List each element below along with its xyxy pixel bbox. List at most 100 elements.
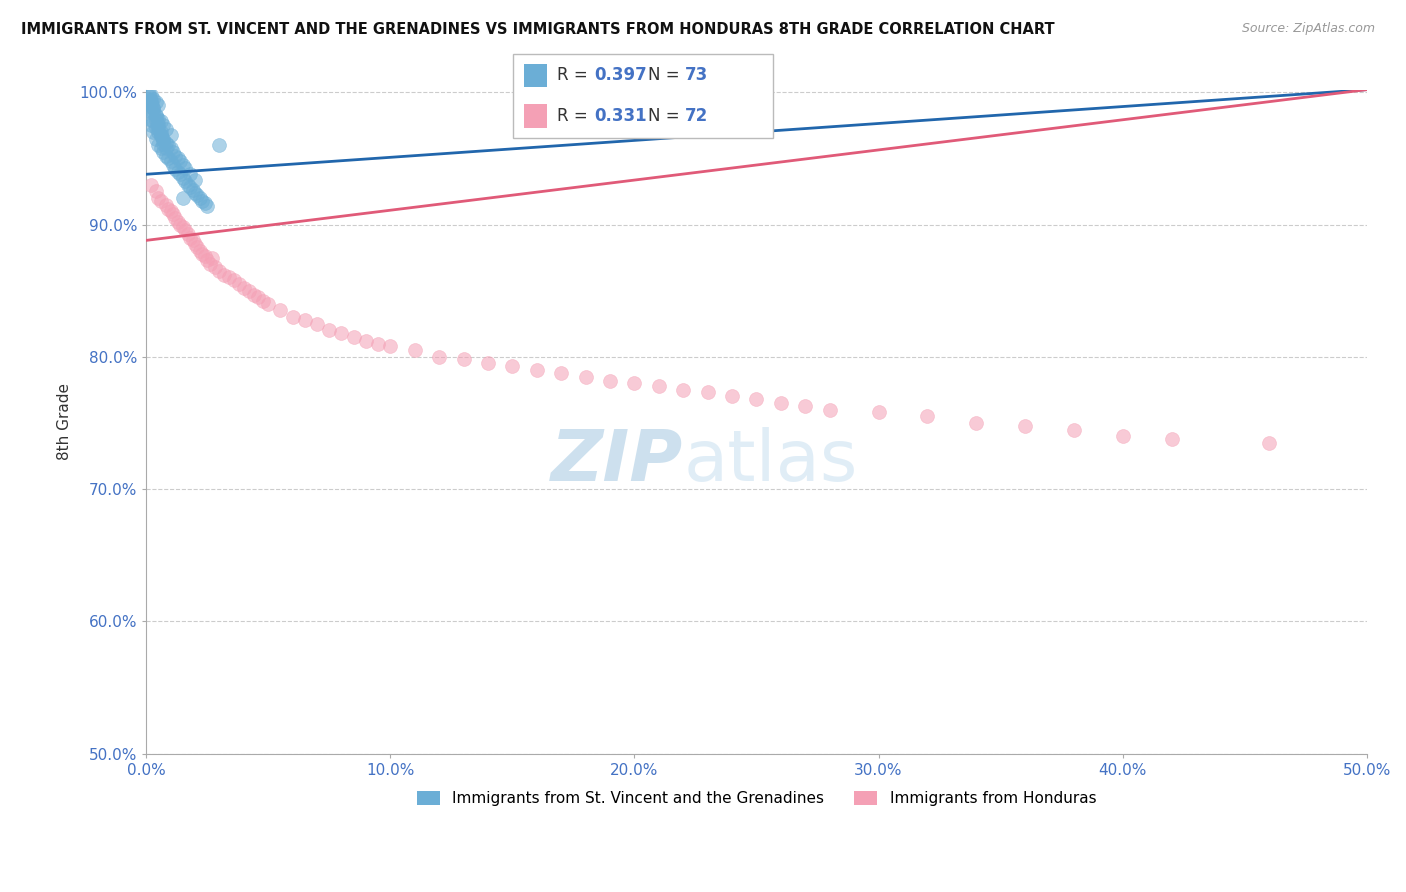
Point [145, 113, 167, 128]
Point [427, 350, 450, 364]
Point [184, 237, 207, 252]
Point [159, 128, 181, 142]
Point [145, 185, 167, 199]
Text: IMMIGRANTS FROM ST. VINCENT AND THE GRENADINES VS IMMIGRANTS FROM HONDURAS 8TH G: IMMIGRANTS FROM ST. VINCENT AND THE GREN… [21, 22, 1054, 37]
Point [194, 196, 217, 211]
Point [152, 145, 174, 159]
Text: 0.397: 0.397 [593, 66, 647, 84]
Text: 0.331: 0.331 [593, 107, 647, 125]
Point [721, 389, 744, 403]
Point [181, 233, 204, 247]
Point [138, 87, 160, 101]
Point [139, 87, 162, 102]
Point [152, 119, 174, 133]
Y-axis label: 8th Grade: 8th Grade [58, 383, 72, 460]
Point [148, 138, 170, 153]
Point [157, 138, 180, 153]
Point [1160, 432, 1182, 446]
Point [138, 89, 160, 103]
Point [1014, 418, 1036, 433]
Point [648, 379, 671, 393]
Point [138, 92, 160, 106]
Text: Source: ZipAtlas.com: Source: ZipAtlas.com [1241, 22, 1375, 36]
Point [186, 188, 208, 202]
Point [477, 356, 499, 370]
Point [149, 128, 172, 143]
Point [149, 141, 172, 155]
Point [599, 374, 621, 388]
Point [167, 164, 190, 178]
Point [162, 207, 184, 221]
Point [142, 101, 165, 115]
Point [172, 220, 194, 235]
Point [167, 215, 190, 229]
Point [157, 202, 180, 216]
Point [343, 330, 366, 344]
Point [269, 303, 291, 318]
Point [155, 122, 177, 136]
FancyBboxPatch shape [513, 54, 773, 138]
Point [155, 197, 177, 211]
Point [139, 119, 162, 133]
Point [818, 402, 841, 417]
Point [181, 183, 204, 197]
Point [145, 131, 167, 145]
Point [162, 145, 184, 159]
Point [149, 128, 172, 142]
Point [149, 114, 172, 128]
Point [148, 98, 170, 112]
Point [868, 405, 890, 419]
Point [794, 399, 817, 413]
Point [294, 312, 316, 326]
Point [214, 268, 236, 282]
Point [179, 231, 201, 245]
Text: 72: 72 [685, 107, 709, 125]
Point [201, 251, 224, 265]
Point [1063, 423, 1085, 437]
Point [149, 125, 172, 139]
Point [195, 199, 218, 213]
Text: R =: R = [557, 66, 593, 84]
Point [965, 416, 987, 430]
Point [139, 95, 162, 110]
Point [176, 178, 198, 192]
Point [157, 152, 180, 166]
Point [186, 240, 208, 254]
Point [139, 93, 162, 107]
Point [232, 281, 254, 295]
Point [174, 161, 197, 175]
Point [149, 194, 172, 208]
Point [1258, 435, 1281, 450]
Point [404, 343, 426, 358]
Point [138, 98, 160, 112]
Point [145, 120, 167, 135]
Point [138, 112, 160, 126]
Point [145, 109, 167, 123]
Point [139, 105, 162, 120]
Point [281, 310, 304, 324]
Point [574, 369, 596, 384]
Point [623, 376, 645, 391]
Legend: Immigrants from St. Vincent and the Grenadines, Immigrants from Honduras: Immigrants from St. Vincent and the Gren… [411, 785, 1102, 813]
Point [165, 161, 187, 176]
Point [380, 339, 402, 353]
Point [188, 244, 211, 258]
Point [188, 191, 211, 205]
Point [148, 120, 170, 135]
Point [172, 171, 194, 186]
Bar [523, 104, 547, 128]
Text: N =: N = [648, 66, 685, 84]
Point [139, 178, 162, 192]
Text: N =: N = [648, 107, 685, 125]
Point [159, 154, 181, 169]
Point [139, 97, 162, 112]
Point [167, 152, 190, 166]
Point [242, 287, 264, 301]
Point [142, 92, 165, 106]
Point [148, 191, 170, 205]
Point [142, 105, 165, 120]
Point [169, 154, 191, 169]
Point [367, 336, 389, 351]
Point [169, 218, 191, 232]
Point [155, 149, 177, 163]
